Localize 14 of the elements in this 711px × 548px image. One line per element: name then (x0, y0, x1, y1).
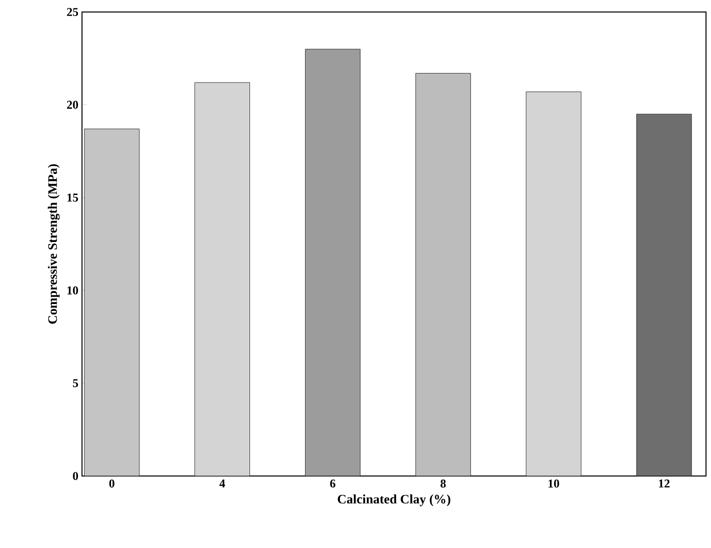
x-tick-label: 12 (659, 480, 670, 488)
y-tick-label: 25 (67, 8, 78, 16)
y-axis-title: Compressive Strength (MPa) (48, 164, 60, 324)
y-tick-label: 15 (67, 194, 78, 202)
x-tick-label: 10 (548, 480, 560, 488)
x-tick-label: 4 (219, 480, 226, 488)
y-tick-label: 5 (72, 379, 78, 388)
x-tick-label: 0 (109, 480, 114, 488)
y-tick-label: 20 (67, 100, 78, 109)
x-tick-label: 8 (440, 480, 446, 488)
x-tick-label: 6 (330, 480, 336, 488)
y-tick-label: 0 (72, 472, 78, 480)
x-axis-title: Calcinated Clay (%) (338, 494, 450, 506)
y-tick-label: 10 (67, 286, 78, 294)
